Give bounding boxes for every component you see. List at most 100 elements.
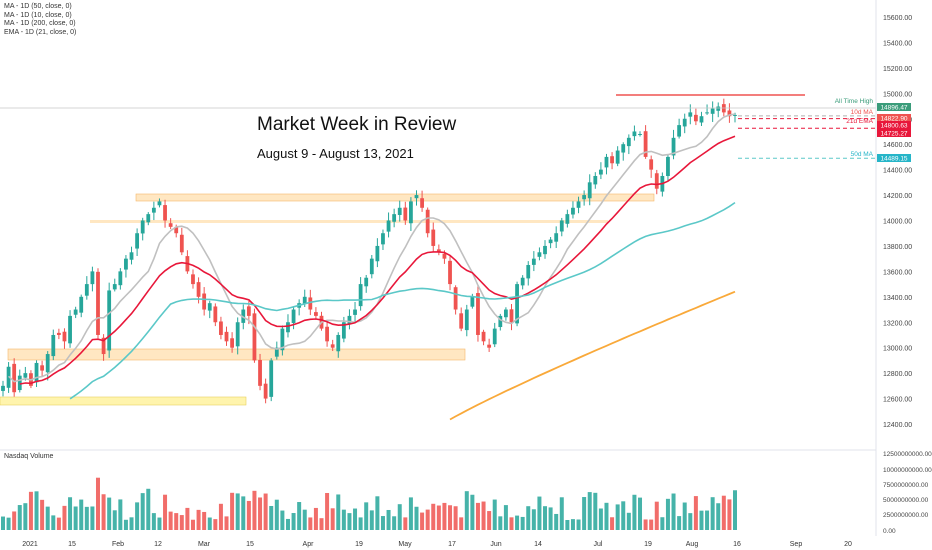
candle-body: [716, 106, 721, 111]
volume-bar: [146, 488, 151, 530]
ma200-line: [449, 290, 736, 421]
candle-body: [347, 315, 352, 325]
volume-bar: [123, 519, 128, 530]
volume-bar: [291, 513, 296, 530]
candle-body: [643, 131, 648, 157]
candle-body: [252, 313, 257, 361]
candle-body: [140, 220, 145, 234]
volume-bar: [554, 513, 559, 530]
volume-bar: [297, 502, 302, 530]
indicator-ma200[interactable]: MA - 1D (200, close, 0): [4, 20, 76, 27]
candle-body: [531, 258, 536, 265]
candle-body: [124, 258, 128, 270]
candle-body: [235, 322, 240, 347]
volume-bars: [1, 477, 737, 530]
candle-body: [73, 309, 78, 315]
volume-bar: [190, 519, 195, 530]
volume-bar: [375, 496, 380, 530]
candle-body: [632, 131, 637, 137]
volume-bar: [559, 497, 564, 530]
chart-title: Market Week in Review: [257, 114, 457, 135]
price-tick-label: 13800.00: [883, 244, 912, 251]
candle-body: [436, 249, 441, 253]
time-tick-label: Aug: [686, 541, 699, 548]
candle-body: [548, 239, 553, 244]
candle-body: [615, 150, 620, 164]
time-tick-label: 20: [844, 541, 852, 548]
candle-body: [336, 334, 341, 352]
candle-body: [314, 312, 318, 316]
candle-body: [571, 207, 575, 215]
volume-bar: [565, 519, 570, 530]
volume-bar: [302, 509, 307, 530]
volume-bar: [369, 510, 374, 530]
volume-bar: [475, 502, 480, 530]
candle-body: [246, 306, 251, 316]
volume-bar: [129, 517, 134, 530]
volume-bar: [168, 511, 173, 530]
volume-bar: [73, 506, 78, 530]
volume-bar: [693, 496, 698, 530]
price-tag-value: 14489.15: [880, 156, 907, 163]
candle-body: [537, 252, 542, 257]
price-tag-caption: 21d EMA: [846, 118, 873, 125]
candle-body: [62, 331, 67, 342]
candle-body: [481, 331, 486, 342]
volume-bar: [207, 517, 212, 530]
volume-bar: [313, 507, 318, 530]
volume-bar: [688, 513, 693, 530]
candle-body: [325, 326, 329, 342]
price-tick-label: 12800.00: [883, 371, 912, 378]
volume-bar: [481, 501, 486, 530]
candle-body: [341, 322, 346, 339]
candle-body: [688, 112, 693, 117]
candle-body: [504, 309, 508, 318]
volume-bar: [79, 499, 84, 530]
volume-bar: [224, 516, 229, 530]
volume-bar: [526, 506, 531, 530]
volume-bar: [330, 508, 335, 530]
volume-bar: [51, 515, 56, 530]
price-tag-value: 14896.47: [880, 105, 907, 112]
price-tags: All Time High 14896.47 10d MA 14822.90 21d E…: [835, 98, 911, 163]
volume-bar: [733, 490, 737, 530]
volume-bar: [6, 517, 11, 530]
resistance-zone: [135, 193, 655, 202]
candle-body: [397, 207, 402, 215]
candle-body: [163, 205, 167, 221]
candle-body: [84, 284, 89, 296]
candle-body: [705, 112, 709, 114]
ema21-line: [19, 135, 736, 385]
time-tick-label: Jul: [594, 541, 603, 548]
candle-body: [280, 328, 285, 351]
candle-body: [364, 277, 369, 287]
indicator-legend: MA - 1D (50, close, 0) MA - 1D (10, clos…: [4, 3, 76, 37]
volume-bar: [185, 507, 190, 530]
volume-bar: [101, 494, 106, 530]
volume-bar: [353, 508, 358, 530]
indicator-ma10[interactable]: MA - 1D (10, close, 0): [4, 11, 72, 19]
volume-bar: [380, 516, 385, 530]
volume-bar: [95, 477, 100, 530]
candle-body: [79, 296, 84, 313]
time-tick-label: May: [398, 541, 412, 548]
volume-bar: [515, 515, 520, 530]
volume-label: Nasdaq Volume: [4, 453, 54, 460]
candle-body: [677, 125, 682, 137]
volume-bar: [325, 492, 330, 530]
candle-body: [638, 134, 642, 136]
volume-bar: [135, 502, 140, 530]
time-tick-label: 14: [534, 541, 542, 548]
candle-body: [403, 207, 408, 221]
volume-bar: [56, 517, 61, 530]
volume-bar: [587, 492, 592, 530]
volume-bar: [157, 517, 162, 530]
price-tag: [877, 114, 911, 122]
price-tag-caption: 10d MA: [851, 109, 874, 116]
candle-body: [386, 220, 391, 232]
volume-bar: [218, 503, 223, 530]
indicator-ema21[interactable]: EMA - 1D (21, close, 0): [4, 28, 77, 36]
volume-bar: [414, 506, 419, 530]
indicator-ma50[interactable]: MA - 1D (50, close, 0): [4, 3, 72, 10]
